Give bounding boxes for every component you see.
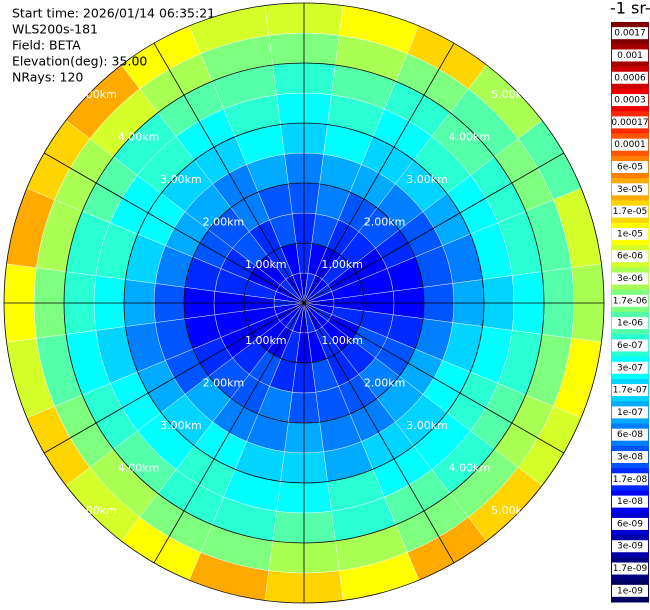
spoke <box>303 152 565 304</box>
range-label: 1.00km <box>245 334 287 347</box>
colorbar-label-bg <box>612 361 648 374</box>
colorbar-label: 0.0006 <box>614 73 646 83</box>
range-label: 4.00km <box>118 461 160 474</box>
colorbar-label: 6e-09 <box>617 519 643 529</box>
colorbar-label: 3e-05 <box>617 185 643 195</box>
colorbar-label: 0.001 <box>617 51 643 61</box>
colorbar-label: 1.7e-08 <box>613 475 648 485</box>
range-label: 1.00km <box>321 334 363 347</box>
labels: 1.00km 1.00km 1.00km 1.00km 2.00km 2.00km 2.00… <box>12 6 533 517</box>
spoke <box>153 302 305 564</box>
info-line: Elevation(deg): 35.00 <box>12 54 147 69</box>
info-line: Field: BETA <box>12 38 81 53</box>
colorbar-label-bg <box>612 294 648 307</box>
colorbar-label-bg <box>612 49 648 62</box>
colorbar-label-bg <box>612 517 648 530</box>
colorbar-label: 0.0003 <box>614 96 646 106</box>
colorbar-label: 1e-09 <box>617 586 643 596</box>
info-line: NRays: 120 <box>12 70 83 85</box>
colorbar-label-bg <box>612 183 648 196</box>
colorbar-label-bg <box>612 317 648 330</box>
colorbar-label: 1e-08 <box>617 497 643 507</box>
colorbar-label-bg <box>612 94 648 107</box>
colorbar-label: 6e-06 <box>617 252 643 262</box>
colorbar-label-bg <box>612 339 648 352</box>
colorbar-label-bg <box>612 27 648 40</box>
colorbar-label-bg <box>612 138 648 151</box>
colorbar-label: 3e-07 <box>617 363 643 373</box>
range-label: 5.00km <box>75 88 117 101</box>
colorbar-label: 3e-08 <box>617 453 643 463</box>
range-label: 5.00km <box>75 504 117 517</box>
colorbar-label-bg <box>612 161 648 173</box>
range-label: 2.00km <box>364 215 406 228</box>
colorbar: 0.0017 0.001 0.0006 0.0003 0.00017 0.0001 6e-0… <box>611 22 649 603</box>
colorbar-label-bg <box>612 473 648 486</box>
range-label: 1.00km <box>321 258 363 271</box>
range-label: 2.00km <box>203 377 245 390</box>
colorbar-label: 0.0017 <box>614 29 646 39</box>
range-label: 3.00km <box>160 419 202 432</box>
colorbar-label: 1.7e-05 <box>613 207 648 217</box>
colorbar-label: 3e-09 <box>617 542 643 552</box>
range-label: 4.00km <box>449 131 491 144</box>
colorbar-label: 6e-07 <box>617 341 643 351</box>
colorbar-label: 1e-06 <box>617 319 643 329</box>
info-line: WLS200s-181 <box>12 22 98 37</box>
colorbar-label-bg <box>612 584 648 597</box>
spoke <box>153 42 305 304</box>
colorbar-label-bg <box>612 116 648 129</box>
range-label: 4.00km <box>449 461 491 474</box>
range-label: 3.00km <box>406 173 448 186</box>
colorbar-label-bg <box>612 272 648 285</box>
range-label: 2.00km <box>203 215 245 228</box>
range-label: 5.00km <box>491 88 533 101</box>
spoke <box>43 302 305 454</box>
range-label: 3.00km <box>406 419 448 432</box>
colorbar-label: 1.7e-09 <box>613 564 648 574</box>
colorbar-label-bg <box>612 451 648 463</box>
colorbar-label: 3e-06 <box>617 274 643 284</box>
colorbar-label-bg <box>612 205 648 218</box>
colorbar-label-bg <box>612 495 648 508</box>
colorbar-label: 1.7e-06 <box>613 296 648 306</box>
range-label: 3.00km <box>160 173 202 186</box>
range-label: 4.00km <box>118 131 160 144</box>
colorbar-label: 1e-05 <box>617 229 643 239</box>
range-label: 2.00km <box>364 377 406 390</box>
colorbar-label: 0.0001 <box>614 140 646 150</box>
colorbar-label: 1e-07 <box>617 408 643 418</box>
colorbar-label-bg <box>612 227 648 240</box>
colorbar-label: 6e-08 <box>617 430 643 440</box>
grid <box>3 2 605 604</box>
colorbar-label-bg <box>612 428 648 441</box>
spoke <box>303 302 455 564</box>
colorbar-label-bg <box>612 250 648 263</box>
range-label: 5.00km <box>491 504 533 517</box>
colorbar-label: 1.7e-07 <box>613 386 648 396</box>
spoke <box>303 42 455 304</box>
colorbar-label-bg <box>612 406 648 419</box>
colorbar-title: -1 sr- <box>610 0 650 18</box>
spoke <box>303 302 565 454</box>
colorbar-label-bg <box>612 562 648 575</box>
colorbar-label-bg <box>612 384 648 397</box>
colorbar-label: 0.00017 <box>611 118 648 128</box>
colorbar-label: 6e-05 <box>617 163 643 173</box>
spoke <box>43 152 305 304</box>
colorbar-label-bg <box>612 540 648 553</box>
info-line: Start time: 2026/01/14 06:35:21 <box>12 6 215 21</box>
colorbar-label-bg <box>612 71 648 84</box>
range-label: 1.00km <box>245 258 287 271</box>
